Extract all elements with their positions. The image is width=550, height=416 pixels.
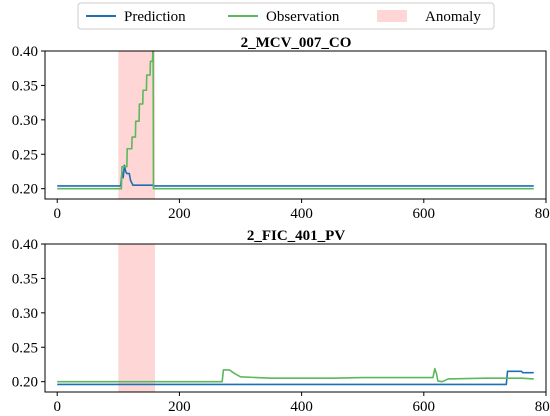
x-tick-label: 400 bbox=[290, 399, 313, 415]
x-tick-label: 400 bbox=[290, 206, 313, 222]
legend-frame bbox=[77, 2, 495, 30]
y-tick-label: 0.25 bbox=[12, 340, 38, 356]
x-tick-label: 800 bbox=[535, 399, 550, 415]
legend: Prediction Observation Anomaly bbox=[77, 2, 495, 30]
series-observation-line bbox=[57, 51, 534, 190]
chart-title-top: 2_MCV_007_CO bbox=[241, 35, 352, 51]
y-tick-label: 0.30 bbox=[12, 113, 38, 129]
chart-top: 0 200 400 600 800 0.20 0.25 0.30 0.35 0.40 bbox=[12, 44, 550, 222]
y-tick-label: 0.20 bbox=[12, 182, 38, 198]
x-tick-label: 0 bbox=[53, 399, 61, 415]
y-tick-label: 0.35 bbox=[12, 271, 38, 287]
plot-frame bbox=[44, 243, 547, 393]
y-tick-label: 0.30 bbox=[12, 306, 38, 322]
legend-anomaly-swatch bbox=[377, 10, 407, 22]
x-tick-label: 600 bbox=[413, 206, 436, 222]
x-tick-label: 0 bbox=[53, 206, 61, 222]
plot-frame bbox=[44, 50, 547, 200]
y-tick-label: 0.35 bbox=[12, 78, 38, 94]
y-tick-label: 0.40 bbox=[12, 237, 38, 253]
chart-title-bottom: 2_FIC_401_PV bbox=[247, 228, 345, 244]
legend-observation-label: Observation bbox=[266, 9, 340, 25]
x-tick-label: 200 bbox=[168, 206, 191, 222]
y-tick-label: 0.40 bbox=[12, 44, 38, 60]
series-prediction-line bbox=[57, 370, 534, 386]
anomaly-span bbox=[118, 244, 155, 392]
x-tick-label: 600 bbox=[413, 399, 436, 415]
y-tick-label: 0.25 bbox=[12, 147, 38, 163]
x-tick-label: 800 bbox=[535, 206, 550, 222]
series-observation-line bbox=[57, 367, 534, 383]
legend-anomaly-label: Anomaly bbox=[425, 9, 481, 25]
y-tick-label: 0.20 bbox=[12, 375, 38, 391]
legend-prediction-label: Prediction bbox=[124, 9, 186, 25]
x-tick-label: 200 bbox=[168, 399, 191, 415]
chart-bottom: 0 200 400 600 800 0.20 0.25 0.30 0.35 0.40 bbox=[12, 237, 550, 415]
